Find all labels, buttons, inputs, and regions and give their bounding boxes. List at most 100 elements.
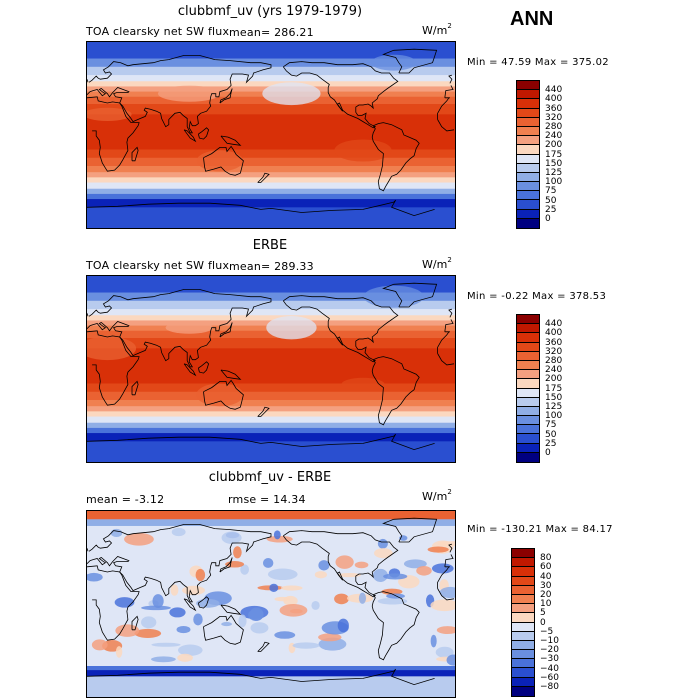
diff-patch [381, 588, 403, 595]
colorbar-label: 280 [545, 122, 563, 132]
diff-patch [280, 585, 303, 591]
flux-band [87, 348, 455, 384]
coastline [87, 55, 454, 134]
colorbar-swatch [517, 425, 539, 435]
diff-patch [372, 568, 388, 582]
colorbar-label: 30 [540, 580, 552, 591]
flux-band [87, 411, 455, 418]
flux-band [87, 114, 455, 150]
coastline [87, 289, 454, 368]
diff-patch [383, 573, 408, 580]
colorbar-label: 150 [545, 392, 563, 403]
coastline [220, 604, 242, 615]
colorbar-swatch [517, 200, 539, 210]
diff-patch [430, 634, 437, 648]
panel3-mean: mean = -3.12 [86, 493, 165, 506]
colorbar-swatch [517, 443, 539, 453]
diff-patch [377, 538, 388, 549]
colorbar-label: 0 [540, 617, 546, 628]
panel1-minmax: Min = 47.59 Max = 375.02 [467, 57, 609, 68]
coastline [282, 530, 399, 598]
coastline [220, 135, 242, 146]
colorbar-label: 40 [540, 571, 552, 582]
flux-band [87, 441, 455, 462]
diff-patch [311, 600, 320, 610]
diff-patch [152, 594, 164, 609]
colorbar-label: 60 [540, 562, 552, 573]
diff-patch [335, 555, 354, 569]
coastline [203, 614, 244, 645]
flux-patch [196, 383, 244, 407]
colorbar-swatch [512, 594, 534, 605]
diff-patch [233, 546, 242, 559]
flux-band [87, 104, 455, 115]
diff-patch [273, 530, 281, 540]
diff-patch [134, 628, 162, 638]
diff-patch [374, 548, 393, 559]
diff-patch [171, 527, 186, 537]
colorbar-swatch [517, 351, 539, 361]
colorbar-label: 240 [545, 365, 563, 376]
diff-patch [262, 558, 274, 568]
colorbar-swatch [512, 668, 534, 678]
diff-patch [240, 564, 250, 575]
colorbar-label: 5 [540, 608, 546, 619]
coastline [87, 330, 455, 406]
coastline [87, 543, 453, 553]
diff-patch [318, 560, 330, 571]
diff-patch [91, 639, 108, 651]
colorbar-label: 240 [545, 131, 563, 142]
diff-band [87, 519, 455, 526]
colorbar-label: −30 [540, 654, 559, 665]
colorbar-swatch [517, 360, 539, 371]
coastline [203, 145, 244, 176]
flux-patch [262, 82, 321, 106]
season-label: ANN [510, 8, 554, 30]
flux-band [87, 391, 455, 401]
panel3-minmax: Min = -130.21 Max = 84.17 [467, 524, 613, 535]
diff-patch [436, 626, 455, 635]
colorbar-label: 175 [545, 383, 563, 394]
colorbar-swatch [512, 650, 534, 660]
coastline [198, 127, 210, 140]
coastline [131, 146, 139, 162]
diff-patch [110, 528, 123, 538]
colorbar-label: 25 [545, 438, 557, 449]
coastline [219, 322, 233, 338]
diff-patch [124, 532, 154, 546]
flux-band [87, 416, 455, 424]
colorbar-swatch [512, 585, 534, 595]
diff-patch [337, 572, 362, 578]
diff-band [87, 666, 455, 671]
diff-band [87, 511, 455, 520]
flux-band [87, 422, 455, 429]
flux-band [87, 292, 455, 302]
coastline [371, 591, 420, 661]
coastline [87, 433, 435, 451]
flux-band [87, 300, 455, 310]
colorbar-label: 50 [545, 195, 557, 206]
panel1-variable: TOA clearsky net SW flux [86, 25, 230, 38]
diff-patch [169, 607, 186, 618]
colorbar-label: 440 [545, 319, 563, 330]
colorbar-label: 125 [545, 168, 563, 178]
colorbar-swatch [517, 108, 539, 118]
diff-band [87, 670, 455, 677]
panel2-variable: TOA clearsky net SW flux [86, 259, 230, 272]
coastline [87, 199, 435, 217]
colorbar-swatch [517, 136, 539, 146]
flux-band [87, 433, 455, 442]
colorbar-label: 280 [545, 356, 563, 366]
diff-patch [115, 624, 140, 637]
colorbar-label: 0 [545, 448, 551, 458]
diff-patch [221, 622, 232, 627]
colorbar-swatch [517, 370, 539, 380]
colorbar-label: 25 [545, 204, 557, 215]
diff-patch [318, 633, 342, 642]
panel1-mean: mean= 286.21 [229, 26, 314, 39]
colorbar-label: 320 [545, 112, 563, 123]
colorbar-swatch [517, 163, 539, 173]
panel2-title: ERBE [252, 238, 288, 253]
flux-band [87, 182, 455, 190]
colorbar-swatch [512, 576, 534, 586]
